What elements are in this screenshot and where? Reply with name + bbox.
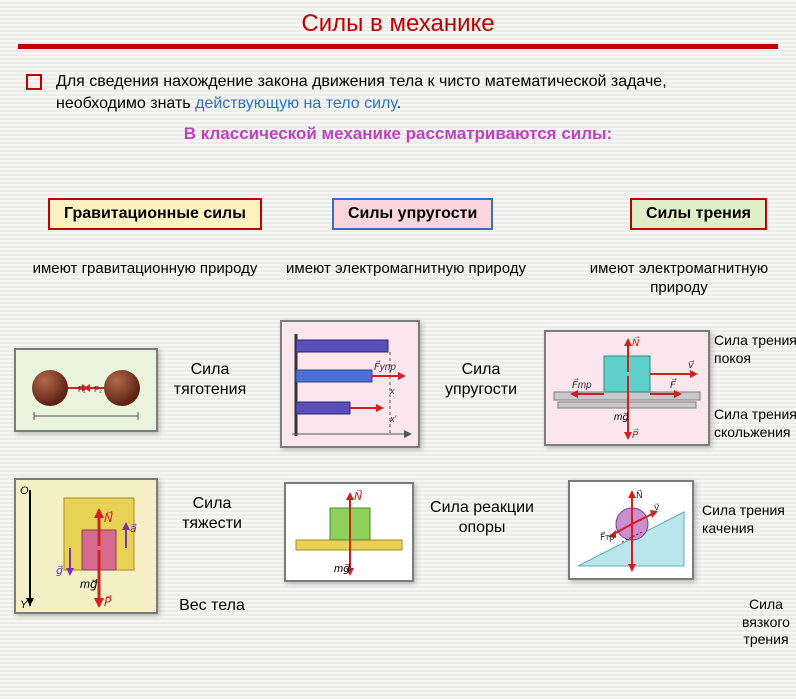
- nature-grav: имеют гравитационную природу: [26, 260, 264, 279]
- intro-suffix: .: [397, 95, 401, 112]
- svg-text:F⃗тр: F⃗тр: [600, 531, 614, 542]
- label-normal-reaction: Сила реакции опоры: [422, 498, 542, 538]
- nature-elastic: имеют электромагнитную природу: [286, 260, 526, 279]
- svg-text:P⃗: P⃗: [632, 428, 639, 441]
- intro-highlight: действующую на тело силу: [195, 95, 397, 112]
- svg-text:F⃗: F⃗: [670, 378, 677, 391]
- fig-friction-rolling: N⃗ v⃗ F⃗тр: [568, 480, 694, 580]
- fig-weight: O Y N⃗ a⃗ g⃗ mg⃗ P⃗: [14, 478, 158, 614]
- fig-normal-reaction: N⃗ mg⃗: [284, 482, 414, 582]
- svg-text:P⃗: P⃗: [104, 595, 112, 609]
- fig-gravity-attraction: F₁ F₂: [14, 348, 158, 432]
- fig-elastic-force: F⃗ynp x x': [280, 320, 420, 448]
- svg-text:mg⃗: mg⃗: [614, 412, 629, 423]
- svg-text:F⃗тр: F⃗тр: [572, 378, 592, 391]
- svg-text:F₁: F₁: [78, 385, 86, 394]
- svg-text:x': x': [389, 414, 397, 424]
- label-friction-rest: Сила трения покоя: [714, 332, 796, 367]
- svg-text:F⃗ynp: F⃗ynp: [374, 360, 396, 373]
- svg-text:g⃗: g⃗: [56, 565, 63, 577]
- svg-text:v⃗: v⃗: [688, 360, 695, 371]
- svg-text:N⃗: N⃗: [104, 511, 113, 525]
- svg-text:N⃗: N⃗: [636, 489, 643, 500]
- svg-text:mg⃗: mg⃗: [80, 577, 98, 591]
- svg-text:N⃗: N⃗: [632, 336, 640, 349]
- columns-container: Гравитационные силы имеют гравитационную…: [0, 198, 796, 699]
- nature-friction: имеют электромагнитную природу: [562, 260, 796, 298]
- label-friction-viscous: Сила вязкого трения: [726, 596, 796, 649]
- label-friction-roll: Сила трения качения: [702, 502, 796, 537]
- box-friction: Силы трения: [630, 198, 767, 230]
- label-gravity-attraction: Сила тяготения: [160, 360, 260, 400]
- label-gravity-force: Сила тяжести: [162, 494, 262, 534]
- svg-text:Y: Y: [20, 599, 28, 611]
- svg-text:O: O: [20, 485, 29, 497]
- svg-text:a⃗: a⃗: [130, 523, 137, 535]
- box-elastic: Силы упругости: [332, 198, 493, 230]
- bullet-icon: [26, 74, 42, 90]
- subheading: В классической механике рассматриваются …: [0, 124, 796, 144]
- box-gravitational: Гравитационные силы: [48, 198, 262, 230]
- label-elastic-force: Сила упругости: [426, 360, 536, 400]
- svg-text:N⃗: N⃗: [354, 489, 362, 503]
- svg-text:v⃗: v⃗: [654, 502, 660, 512]
- title-underline: [18, 44, 778, 49]
- svg-text:x: x: [389, 386, 395, 396]
- page-title: Силы в механике: [0, 0, 796, 38]
- fig-friction-block: N⃗ v⃗ F⃗тр F⃗ mg⃗ P⃗: [544, 330, 710, 446]
- label-weight: Вес тела: [162, 596, 262, 616]
- intro-text: Для сведения нахождение закона движения …: [56, 71, 752, 114]
- intro-paragraph: Для сведения нахождение закона движения …: [26, 71, 752, 114]
- svg-text:F₂: F₂: [94, 385, 102, 394]
- label-friction-slide: Сила трения скольжения: [714, 406, 796, 441]
- svg-text:mg⃗: mg⃗: [334, 563, 350, 575]
